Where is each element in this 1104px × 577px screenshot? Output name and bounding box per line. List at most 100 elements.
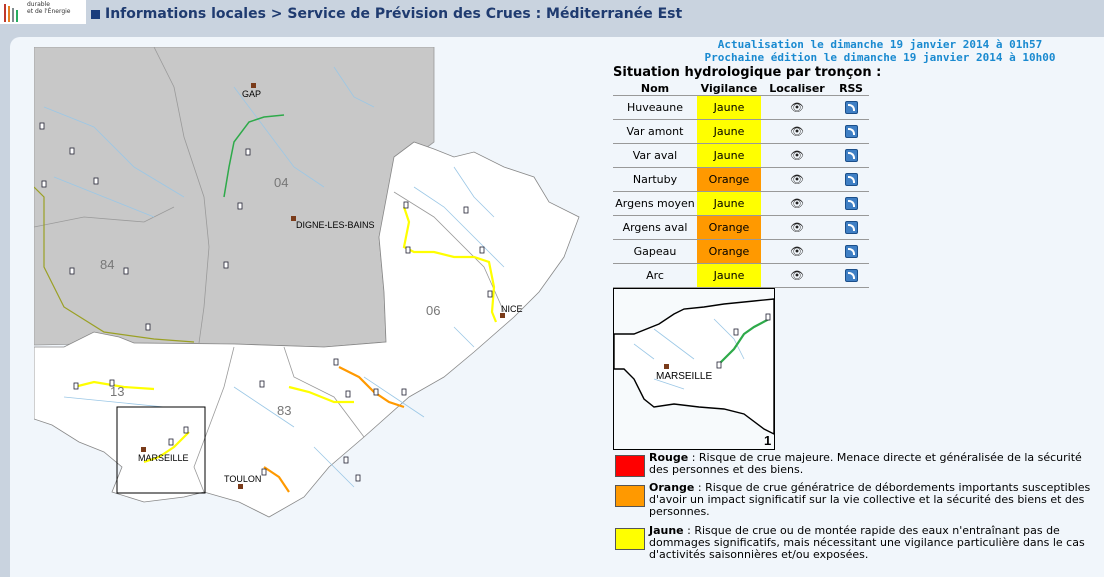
logo-bars-icon — [4, 4, 18, 22]
troncon-vigilance: Jaune — [697, 95, 761, 120]
river-yellow-var — [402, 206, 498, 323]
rss-icon[interactable] — [844, 101, 858, 115]
rss-icon[interactable] — [844, 221, 858, 235]
map-grey-departments — [34, 47, 435, 348]
table-body: Huveaune Jaune 👁 Var amont Jaune 👁 Var aval Jau… — [613, 95, 869, 288]
page-title: Informations locales > Service de Prévis… — [105, 6, 683, 22]
troncon-name: Huveaune — [613, 95, 697, 120]
eye-icon[interactable]: 👁 — [790, 245, 804, 258]
troncon-vigilance: Jaune — [697, 191, 761, 216]
table-row: Nartuby Orange 👁 — [613, 167, 869, 192]
inset-green-river — [718, 318, 770, 365]
table-row: Var amont Jaune 👁 — [613, 119, 869, 144]
legend-rouge-text: Rouge : Risque de crue majeure. Menace d… — [649, 452, 1104, 476]
city-markers — [141, 83, 505, 489]
table-row: Var aval Jaune 👁 — [613, 143, 869, 168]
troncon-name: Var aval — [613, 143, 697, 168]
eye-icon[interactable]: 👁 — [790, 269, 804, 282]
rss-cell — [833, 263, 869, 288]
rss-icon[interactable] — [844, 245, 858, 259]
map-marseille-frame[interactable] — [116, 406, 206, 494]
col-localiser: Localiser — [761, 81, 833, 96]
city-nice: NICE — [501, 304, 523, 314]
inset-marker-1 — [716, 361, 722, 369]
legend-orange-desc: : Risque de crue génératrice de débordem… — [649, 481, 1091, 518]
river-yellow-argens — [288, 385, 354, 404]
rss-cell — [833, 191, 869, 216]
rss-icon[interactable] — [844, 125, 858, 139]
eye-icon[interactable]: 👁 — [790, 101, 804, 114]
col-nom: Nom — [613, 81, 697, 96]
city-digne: DIGNE-LES-BAINS — [296, 220, 375, 230]
localiser-cell: 👁 — [761, 191, 833, 216]
legend-rouge-label: Rouge — [649, 451, 689, 464]
river-yellow-huveaune — [73, 380, 155, 391]
river-yellow-arc — [143, 431, 190, 464]
troncon-name: Argens aval — [613, 215, 697, 240]
inset-coast — [613, 298, 775, 436]
col-rss: RSS — [833, 81, 869, 96]
header-bar: durable et de l'Énergie Informations loc… — [0, 0, 1104, 32]
update-actualisation: Actualisation le dimanche 19 janvier 201… — [717, 38, 1043, 51]
table-title: Situation hydrologique par tronçon : — [613, 65, 882, 80]
rss-cell — [833, 167, 869, 192]
station-markers — [39, 122, 493, 482]
troncon-vigilance: Jaune — [697, 143, 761, 168]
localiser-cell: 👁 — [761, 119, 833, 144]
inset-city-marker — [664, 364, 669, 369]
legend-jaune-label: Jaune — [649, 524, 684, 537]
localiser-cell: 👁 — [761, 215, 833, 240]
troncon-vigilance: Jaune — [697, 263, 761, 288]
eye-icon[interactable]: 👁 — [790, 197, 804, 210]
vigilance-map[interactable]: GAP DIGNE-LES-BAINS NICE MARSEILLE TOULO… — [34, 47, 594, 557]
inset-marker-3 — [765, 313, 771, 321]
ministry-logo[interactable]: durable et de l'Énergie — [0, 0, 86, 24]
rss-icon[interactable] — [844, 149, 858, 163]
map-dept-borders — [34, 47, 505, 493]
rss-cell — [833, 215, 869, 240]
inset-number: 1 — [764, 433, 771, 448]
map-rivers — [43, 66, 505, 488]
troncon-name: Gapeau — [613, 239, 697, 264]
map-white-region — [34, 141, 580, 518]
eye-icon[interactable]: 👁 — [790, 125, 804, 138]
col-vigilance: Vigilance — [697, 81, 761, 96]
troncon-vigilance: Orange — [697, 167, 761, 192]
rss-cell — [833, 95, 869, 120]
troncon-name: Var amont — [613, 119, 697, 144]
table-row: Huveaune Jaune 👁 — [613, 95, 869, 120]
logo-line2: et de l'Énergie — [27, 8, 71, 15]
inset-map-svg: MARSEILLE 1 — [613, 298, 775, 448]
legend-jaune-swatch — [615, 528, 645, 550]
eye-icon[interactable]: 👁 — [790, 221, 804, 234]
river-olive-durance — [34, 186, 195, 343]
table-row: Argens moyen Jaune 👁 — [613, 191, 869, 216]
troncon-name: Argens moyen — [613, 191, 697, 216]
localiser-cell: 👁 — [761, 263, 833, 288]
inset-map[interactable]: MARSEILLE 1 — [613, 288, 775, 450]
city-toulon: TOULON — [224, 474, 261, 484]
eye-icon[interactable]: 👁 — [790, 173, 804, 186]
legend-jaune-desc: : Risque de crue ou de montée rapide des… — [649, 524, 1085, 561]
rss-cell — [833, 143, 869, 168]
eye-icon[interactable]: 👁 — [790, 149, 804, 162]
localiser-cell: 👁 — [761, 239, 833, 264]
inset-marker-2 — [733, 328, 739, 336]
dept-13: 13 — [110, 384, 124, 399]
rss-cell — [833, 119, 869, 144]
troncons-table: Nom Vigilance Localiser RSS Huveaune Jaun… — [613, 81, 869, 288]
update-prochaine: Prochaine édition le dimanche 19 janvier… — [704, 51, 1056, 64]
rss-icon[interactable] — [844, 173, 858, 187]
logo-text: durable et de l'Énergie — [27, 1, 71, 15]
rss-icon[interactable] — [844, 197, 858, 211]
main-content: GAP DIGNE-LES-BAINS NICE MARSEILLE TOULO… — [10, 37, 1104, 577]
rss-icon[interactable] — [844, 269, 858, 283]
troncon-vigilance: Orange — [697, 239, 761, 264]
troncon-name: Arc — [613, 263, 697, 288]
inset-city: MARSEILLE — [656, 371, 712, 382]
rss-cell — [833, 239, 869, 264]
dept-06: 06 — [426, 303, 440, 318]
table-row: Arc Jaune 👁 — [613, 263, 869, 288]
legend-rouge-desc: : Risque de crue majeure. Menace directe… — [649, 451, 1082, 476]
legend-rouge-swatch — [615, 455, 645, 477]
